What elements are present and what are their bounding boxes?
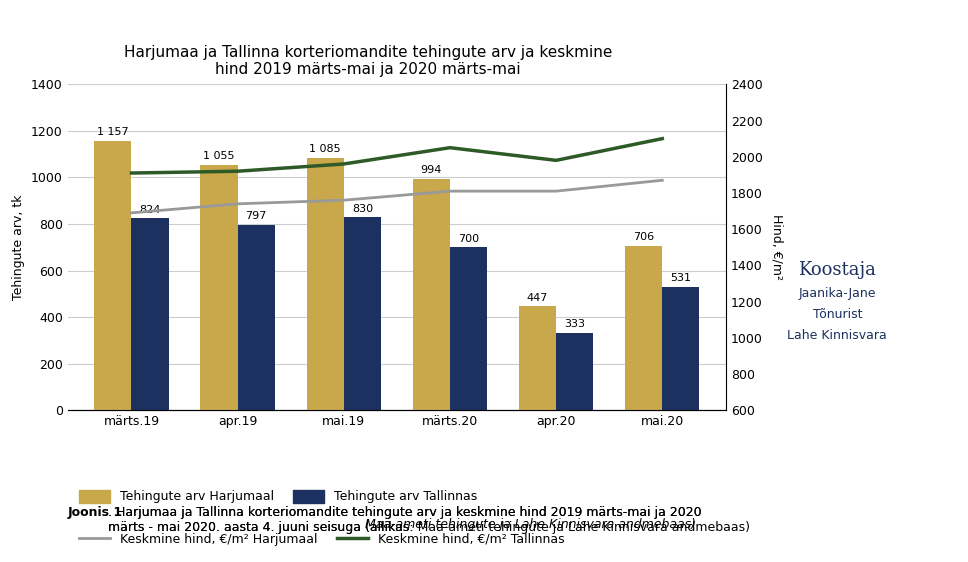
Legend: Keskmine hind, €/m² Harjumaal, Keskmine hind, €/m² Tallinnas: Keskmine hind, €/m² Harjumaal, Keskmine … <box>74 528 569 551</box>
Bar <box>557 333 593 410</box>
Text: 447: 447 <box>527 293 548 303</box>
Bar <box>625 246 662 410</box>
Text: Joonis 1: Joonis 1 <box>68 506 123 519</box>
Bar <box>412 179 450 410</box>
Bar <box>94 141 132 410</box>
Text: 994: 994 <box>421 165 442 175</box>
Text: 1 085: 1 085 <box>310 144 341 154</box>
Text: 700: 700 <box>458 234 479 244</box>
Text: 706: 706 <box>633 233 654 242</box>
Text: 531: 531 <box>671 273 691 283</box>
Bar <box>307 158 344 410</box>
Bar <box>132 219 168 410</box>
Bar <box>662 287 700 410</box>
Text: . Harjumaa ja Tallinna korteriomandite tehingute arv ja keskmine hind 2019 märts: . Harjumaa ja Tallinna korteriomandite t… <box>108 506 750 534</box>
Text: Jaanika-Jane
Tõnurist
Lahe Kinnisvara: Jaanika-Jane Tõnurist Lahe Kinnisvara <box>787 287 888 342</box>
Text: 1 157: 1 157 <box>97 128 129 137</box>
Text: 797: 797 <box>246 211 267 221</box>
Bar <box>450 247 487 410</box>
Text: Koostaja: Koostaja <box>799 261 876 279</box>
Bar <box>519 306 557 410</box>
Text: 333: 333 <box>564 319 586 329</box>
Y-axis label: Hind, €/m²: Hind, €/m² <box>771 214 783 280</box>
Text: 830: 830 <box>351 203 373 214</box>
Bar <box>237 225 275 410</box>
Text: Harjumaa ja Tallinna korteriomandite tehingute arv ja keskmine
hind 2019 märts-m: Harjumaa ja Tallinna korteriomandite teh… <box>124 45 612 78</box>
Bar <box>200 165 237 410</box>
Y-axis label: Tehingute arv, tk: Tehingute arv, tk <box>13 194 25 300</box>
Text: Maa-ameti tehingute ja Lahe Kinnisvara andmebaas): Maa-ameti tehingute ja Lahe Kinnisvara a… <box>365 518 696 531</box>
Text: . Harjumaa ja Tallinna korteriomandite tehingute arv ja keskmine hind 2019 märts: . Harjumaa ja Tallinna korteriomandite t… <box>108 506 702 534</box>
Bar <box>344 217 381 410</box>
Text: 1 055: 1 055 <box>203 151 235 161</box>
Text: 824: 824 <box>139 205 161 215</box>
